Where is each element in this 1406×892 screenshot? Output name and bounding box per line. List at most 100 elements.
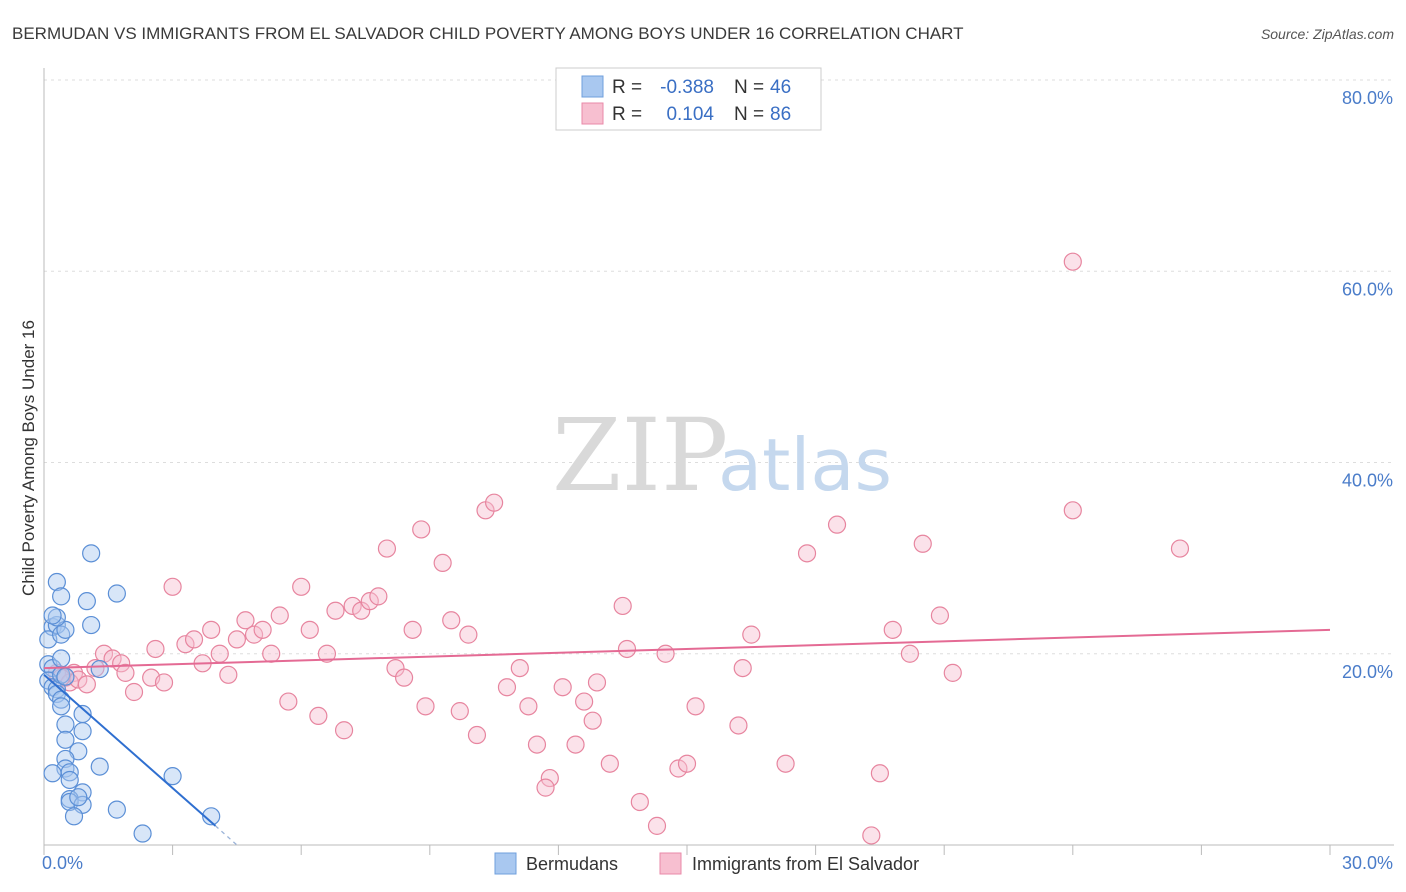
y-tick-labels: 20.0% 40.0% 60.0% 80.0%	[1342, 88, 1393, 682]
x-tick-label: 0.0%	[42, 853, 83, 873]
point-el-salvador	[613, 596, 632, 616]
point-bermudans	[82, 544, 101, 563]
data-points	[39, 252, 1190, 845]
point-el-salvador	[459, 625, 478, 644]
point-el-salvador	[236, 611, 255, 630]
point-el-salvador	[742, 625, 761, 644]
chart-title: BERMUDAN VS IMMIGRANTS FROM EL SALVADOR …	[12, 24, 964, 43]
point-el-salvador	[900, 644, 920, 663]
point-el-salvador	[510, 658, 529, 678]
point-el-salvador	[467, 725, 487, 745]
point-bermudans	[82, 615, 101, 635]
point-el-salvador	[253, 620, 272, 639]
point-el-salvador	[656, 644, 675, 663]
legend-swatch-bermudans	[581, 75, 604, 98]
y-tick-label: 80.0%	[1342, 88, 1393, 108]
point-el-salvador	[176, 635, 195, 654]
point-bermudans	[133, 824, 152, 843]
point-el-salvador	[219, 665, 238, 684]
point-el-salvador	[450, 702, 469, 721]
point-bermudans	[64, 807, 84, 826]
point-bermudans	[107, 584, 126, 603]
point-bermudans	[56, 749, 75, 769]
point-bermudans	[47, 615, 66, 635]
point-el-salvador	[1170, 539, 1190, 558]
point-bermudans	[69, 788, 88, 807]
point-el-salvador	[334, 721, 354, 740]
point-bermudans	[52, 649, 71, 668]
x-tick-labels: 0.0% 30.0%	[42, 853, 1393, 873]
y-tick-label: 60.0%	[1342, 279, 1393, 299]
legend-r-label-2: R =	[612, 104, 642, 125]
point-el-salvador	[270, 606, 289, 625]
point-el-salvador	[279, 692, 298, 711]
point-el-salvador	[112, 654, 131, 673]
bottom-legend-label-el-salvador: Immigrants from El Salvador	[692, 854, 919, 874]
point-el-salvador	[930, 606, 950, 625]
point-el-salvador	[116, 663, 135, 682]
point-el-salvador	[630, 792, 649, 812]
point-el-salvador	[797, 544, 817, 563]
trend-lines	[43, 628, 1331, 846]
point-el-salvador	[647, 816, 667, 835]
point-el-salvador	[309, 706, 328, 726]
point-el-salvador	[943, 663, 962, 682]
point-bermudans	[47, 680, 66, 699]
point-el-salvador	[519, 697, 538, 716]
gridlines	[44, 79, 1394, 655]
bottom-legend-swatch-bermudans	[494, 852, 517, 875]
point-el-salvador	[913, 534, 932, 553]
point-el-salvador	[416, 697, 435, 716]
point-el-salvador	[827, 515, 847, 534]
point-el-salvador	[686, 697, 705, 716]
point-el-salvador	[669, 759, 688, 778]
x-tick-label: 30.0%	[1342, 853, 1393, 873]
point-bermudans	[77, 592, 96, 611]
point-el-salvador	[377, 539, 397, 558]
point-el-salvador	[184, 630, 204, 649]
point-el-salvador	[146, 639, 165, 659]
trend-line-bermudans	[43, 674, 217, 827]
legend-n-label-2: N =	[734, 104, 764, 125]
point-el-salvador	[540, 768, 559, 788]
point-bermudans	[107, 800, 126, 819]
point-el-salvador	[202, 620, 221, 639]
point-bermudans	[52, 587, 71, 606]
point-bermudans	[56, 620, 75, 639]
watermark-zip: ZIP	[552, 397, 728, 514]
x-axis-ticks	[43, 845, 1331, 855]
point-el-salvador	[776, 754, 795, 773]
y-tick-label: 40.0%	[1342, 471, 1393, 491]
point-el-salvador	[587, 673, 607, 692]
point-el-salvador	[442, 611, 461, 630]
bottom-legend-label-bermudans: Bermudans	[526, 854, 618, 874]
point-bermudans	[56, 730, 75, 749]
legend-r-value-2: 0.104	[666, 104, 714, 125]
point-bermudans	[56, 715, 75, 734]
point-el-salvador	[163, 577, 182, 596]
y-tick-label: 20.0%	[1342, 662, 1393, 682]
point-el-salvador	[870, 764, 890, 783]
point-el-salvador	[883, 620, 902, 639]
point-bermudans	[56, 667, 75, 686]
point-el-salvador	[617, 639, 637, 659]
point-bermudans	[202, 807, 221, 826]
point-el-salvador	[553, 678, 572, 697]
point-bermudans	[90, 659, 109, 679]
bottom-legend-swatch-el-salvador	[659, 852, 682, 875]
point-el-salvador	[729, 716, 748, 735]
point-el-salvador	[124, 682, 144, 702]
point-el-salvador	[300, 620, 319, 639]
point-bermudans	[47, 572, 66, 592]
point-el-salvador	[862, 826, 881, 845]
point-bermudans	[163, 767, 182, 786]
legend-n-value-2: 86	[770, 104, 791, 125]
point-el-salvador	[566, 735, 585, 754]
point-el-salvador	[326, 601, 345, 620]
point-el-salvador	[433, 553, 452, 573]
point-el-salvador	[77, 675, 96, 694]
point-el-salvador	[210, 644, 229, 663]
point-el-salvador	[497, 678, 517, 697]
point-el-salvador	[600, 754, 619, 773]
point-el-salvador	[536, 778, 555, 797]
